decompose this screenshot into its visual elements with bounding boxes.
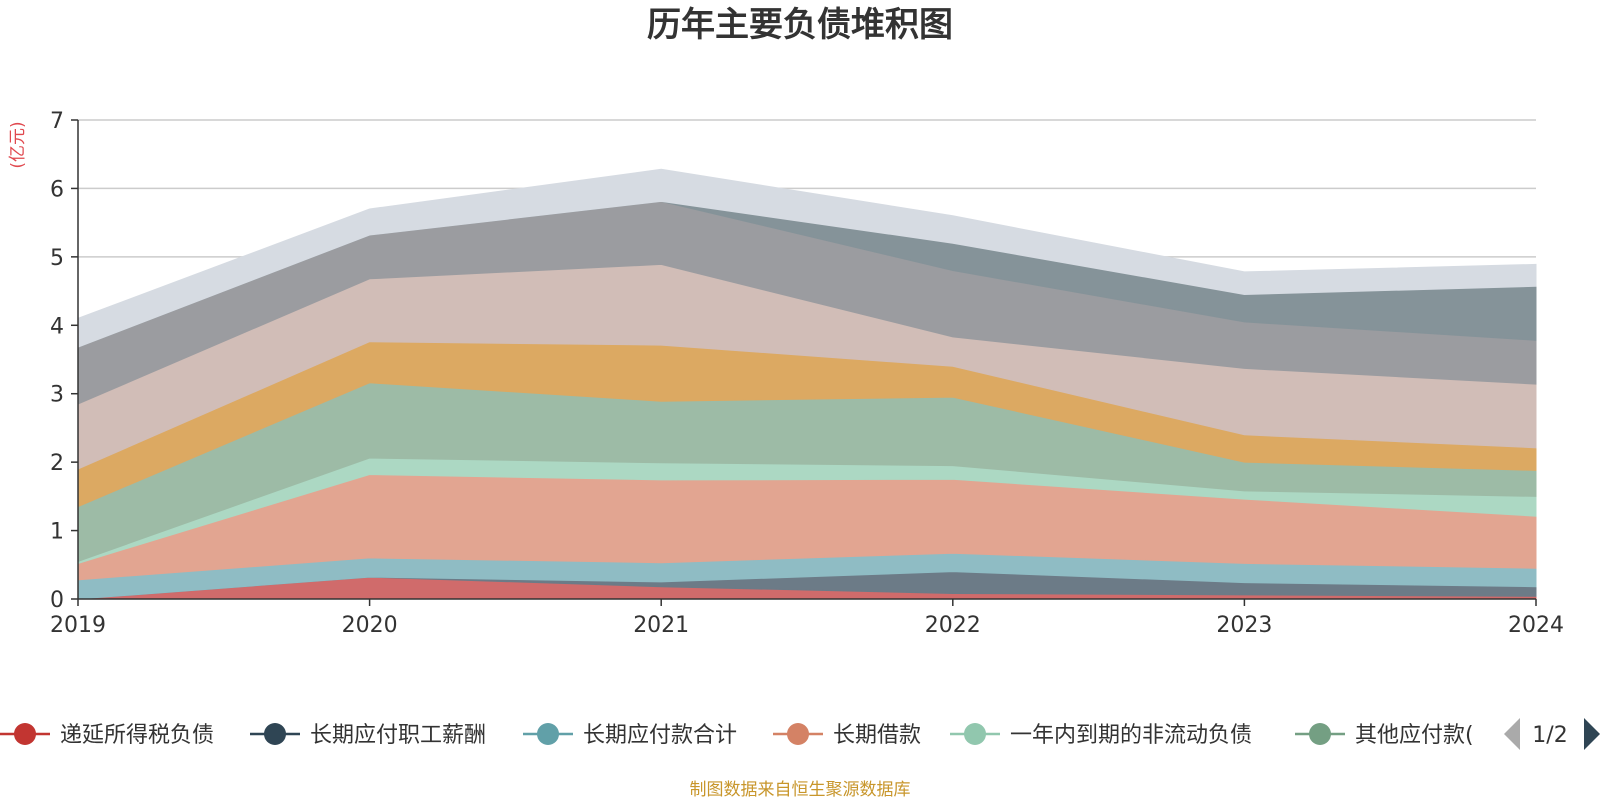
- legend-item[interactable]: 长期借款: [773, 723, 921, 748]
- y-tick-label: 4: [50, 314, 64, 339]
- area-series-group: [77, 168, 1537, 600]
- legend-label: 一年内到期的非流动负债: [1010, 723, 1252, 748]
- legend-label: 长期应付款合计: [583, 723, 737, 748]
- legend-marker-circle: [537, 723, 559, 745]
- y-tick-label: 5: [50, 246, 64, 271]
- triangle-left-icon[interactable]: [1504, 718, 1520, 750]
- legend-item[interactable]: 长期应付款合计: [523, 723, 737, 748]
- legend-item[interactable]: 长期应付职工薪酬: [250, 723, 486, 748]
- x-tick-label: 2023: [1216, 613, 1272, 638]
- legend: 递延所得税负债 长期应付职工薪酬 长期应付款合计 长期借款 一年内到期的非流动负债 其他应…: [0, 723, 1474, 748]
- legend-marker-circle: [787, 723, 809, 745]
- legend-item[interactable]: 一年内到期的非流动负债: [950, 723, 1252, 748]
- area-series: [77, 168, 1537, 348]
- y-axis-unit-label: (亿元): [8, 121, 28, 168]
- triangle-right-icon[interactable]: [1584, 718, 1600, 750]
- legend-page-indicator: 1/2: [1532, 723, 1567, 748]
- y-tick-labels: 0 1 2 3 4 5 6 7: [50, 109, 64, 613]
- y-tick-label: 0: [50, 588, 64, 613]
- x-tick-labels: 2019 2020 2021 2022 2023 2024: [50, 599, 1564, 638]
- y-tick-label: 7: [50, 109, 64, 134]
- y-tick-label: 2: [50, 451, 64, 476]
- legend-marker-circle: [264, 723, 286, 745]
- x-tick-label: 2019: [50, 613, 106, 638]
- x-tick-label: 2022: [925, 613, 981, 638]
- legend-marker-circle: [14, 723, 36, 745]
- legend-marker-circle: [964, 723, 986, 745]
- legend-item[interactable]: 递延所得税负债: [0, 723, 214, 748]
- legend-label: 其他应付款(: [1355, 723, 1474, 748]
- legend-label: 长期应付职工薪酬: [310, 723, 486, 748]
- data-source-footer: 制图数据来自恒生聚源数据库: [690, 780, 911, 800]
- legend-marker-circle: [1309, 723, 1331, 745]
- x-tick-label: 2021: [633, 613, 689, 638]
- y-tick-label: 6: [50, 177, 64, 202]
- x-tick-label: 2024: [1508, 613, 1564, 638]
- y-tick-label: 1: [50, 520, 64, 545]
- x-tick-label: 2020: [342, 613, 398, 638]
- legend-label: 长期借款: [833, 723, 921, 748]
- legend-item[interactable]: 其他应付款(: [1295, 723, 1474, 748]
- y-tick-label: 3: [50, 383, 64, 408]
- chart-title: 历年主要负债堆积图: [647, 5, 953, 45]
- legend-pager: 1/2: [1504, 718, 1600, 750]
- axes: [71, 119, 1536, 600]
- legend-label: 递延所得税负债: [60, 723, 214, 748]
